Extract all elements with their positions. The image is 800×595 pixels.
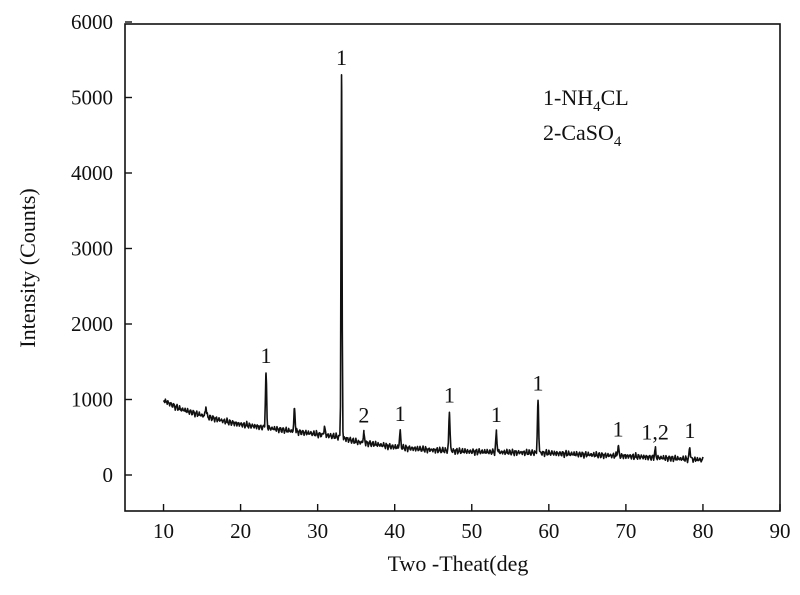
- y-tick-label: 1000: [71, 388, 113, 412]
- y-tick-label: 0: [103, 463, 114, 487]
- peak-label: 1: [261, 343, 272, 368]
- y-axis-title: Intensity (Counts): [15, 188, 40, 348]
- peak-labels: 1 1 2 1 1 1 1 1 1,2 1: [261, 45, 696, 444]
- x-tick-label: 90: [770, 519, 791, 543]
- peak-label: 1: [491, 402, 502, 427]
- peak-label: 1: [395, 401, 406, 426]
- x-tick-label: 10: [153, 519, 174, 543]
- peak-label: 1: [444, 382, 455, 407]
- y-tick-label: 2000: [71, 312, 113, 336]
- x-tick-label: 60: [538, 519, 559, 543]
- x-axis-ticks: 10 20 30 40 50 60 70 80 90: [153, 504, 791, 543]
- peak-label: 1: [613, 416, 624, 441]
- peak-label: 2: [358, 403, 369, 428]
- legend: 1-NH4CL 2-CaSO4: [543, 85, 629, 150]
- x-tick-label: 30: [307, 519, 328, 543]
- legend-entry-1: 1-NH4CL: [543, 85, 629, 115]
- y-tick-label: 3000: [71, 237, 113, 261]
- y-tick-label: 5000: [71, 86, 113, 110]
- x-tick-label: 80: [692, 519, 713, 543]
- x-tick-label: 20: [230, 519, 251, 543]
- xrd-pattern-line: [162, 74, 704, 464]
- x-axis-title: Two -Theat(deg: [388, 551, 529, 576]
- peak-label: 1: [336, 45, 347, 70]
- legend-entry-2: 2-CaSO4: [543, 120, 622, 150]
- y-tick-label: 6000: [71, 10, 113, 34]
- peak-label: 1: [684, 418, 695, 443]
- peak-label: 1: [533, 370, 544, 395]
- peak-label: 1,2: [641, 419, 669, 444]
- x-tick-label: 50: [461, 519, 482, 543]
- plot-frame: [124, 23, 781, 512]
- x-tick-label: 40: [384, 519, 405, 543]
- y-tick-label: 4000: [71, 161, 113, 185]
- x-tick-label: 70: [615, 519, 636, 543]
- y-axis-ticks: 0 1000 2000 3000 4000 5000 6000: [71, 10, 132, 487]
